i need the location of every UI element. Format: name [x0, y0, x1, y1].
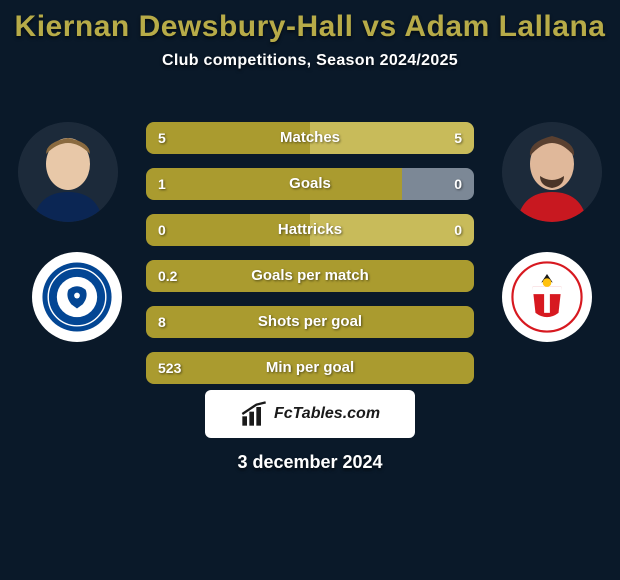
player-left-portrait-icon: [18, 122, 118, 222]
stat-bars: 55Matches10Goals00Hattricks0.2Goals per …: [146, 122, 474, 398]
content-area: 55Matches10Goals00Hattricks0.2Goals per …: [8, 102, 612, 382]
southampton-crest-icon: [511, 261, 583, 333]
stat-bar-left: [146, 168, 402, 200]
stat-track: [146, 168, 474, 200]
player-right-avatar: [502, 122, 602, 222]
stat-value-right: 5: [442, 122, 474, 154]
stat-value-left: 523: [146, 352, 193, 384]
stat-row: 10Goals: [146, 168, 474, 200]
stat-value-right: [450, 352, 474, 384]
stat-row: 8Shots per goal: [146, 306, 474, 338]
stat-track: [146, 306, 474, 338]
stat-bar-left: [146, 260, 474, 292]
stat-track: [146, 352, 474, 384]
club-right-badge: [502, 252, 592, 342]
stat-value-right: 0: [442, 168, 474, 200]
subtitle: Club competitions, Season 2024/2025: [8, 52, 612, 70]
stat-value-right: 0: [442, 214, 474, 246]
stat-bar-left: [146, 352, 474, 384]
stat-bar-left: [146, 306, 474, 338]
comparison-card: Kiernan Dewsbury-Hall vs Adam Lallana Cl…: [0, 0, 620, 473]
page-title: Kiernan Dewsbury-Hall vs Adam Lallana: [8, 10, 612, 44]
stat-value-left: 0.2: [146, 260, 189, 292]
stat-value-left: 8: [146, 306, 178, 338]
stat-value-right: [450, 306, 474, 338]
brand-text: FcTables.com: [274, 405, 380, 423]
stat-track: [146, 260, 474, 292]
chelsea-crest-icon: [41, 261, 113, 333]
club-left-badge: [32, 252, 122, 342]
player-right-portrait-icon: [502, 122, 602, 222]
date-text: 3 december 2024: [8, 452, 612, 473]
stat-value-left: 5: [146, 122, 178, 154]
stat-row: 55Matches: [146, 122, 474, 154]
stat-track: [146, 122, 474, 154]
brand-chart-icon: [240, 400, 268, 428]
stat-value-left: 1: [146, 168, 178, 200]
stat-row: 0.2Goals per match: [146, 260, 474, 292]
stat-value-left: 0: [146, 214, 178, 246]
stat-row: 523Min per goal: [146, 352, 474, 384]
player-left-avatar: [18, 122, 118, 222]
stat-value-right: [450, 260, 474, 292]
stat-track: [146, 214, 474, 246]
stat-row: 00Hattricks: [146, 214, 474, 246]
